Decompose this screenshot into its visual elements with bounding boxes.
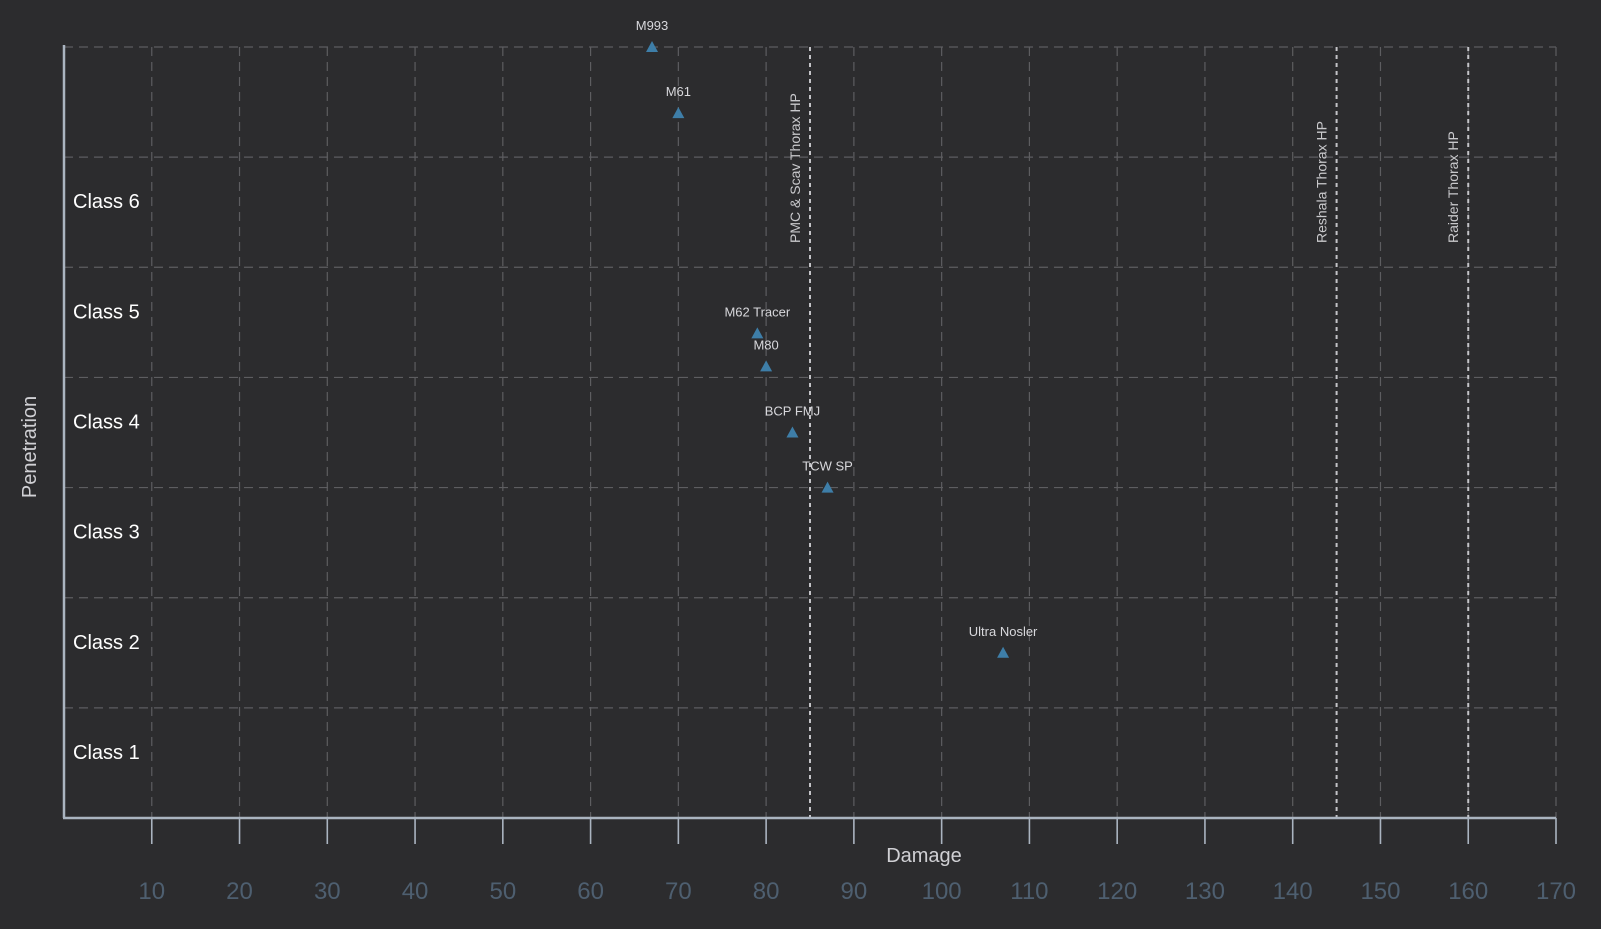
x-tick-label: 10 [138,878,165,905]
x-tick-label: 110 [1010,878,1048,905]
data-point-marker [751,327,764,339]
x-tick-label: 170 [1536,878,1576,905]
x-tick-label: 120 [1097,878,1137,905]
data-point-marker [821,481,834,493]
reference-line-label: PMC & Scav Thorax HP [787,93,803,243]
reference-lines: PMC & Scav Thorax HP Reshala Thorax HP Rai… [787,47,1470,818]
y-class-label: Class 4 [73,411,140,433]
data-point-label: Ultra Nosler [969,624,1038,639]
data-point-label: M993 [636,18,669,33]
axes: 10 20 30 40 50 60 70 80 90 100 110 120 130 140 150 160 1… [62,45,1576,905]
x-tick-label: 160 [1448,878,1488,905]
data-point-label: M62 Tracer [724,304,790,319]
y-class-label: Class 1 [73,742,140,764]
x-axis-title: Damage [886,845,962,867]
x-tick-label: 150 [1360,878,1400,905]
data-point-label: BCP FMJ [765,404,820,419]
data-point-label: M61 [666,84,691,99]
y-class-label: Class 5 [73,301,140,323]
x-tick-label: 30 [314,878,341,905]
y-class-label: Class 3 [73,522,140,544]
y-axis-title: Penetration [19,396,41,498]
x-tick-label: 140 [1273,878,1313,905]
x-tick-label: 60 [577,878,604,905]
x-tick-label: 40 [402,878,429,905]
x-tick-label: 100 [922,878,962,905]
x-tick-label: 90 [841,878,868,905]
x-tick-label: 20 [226,878,253,905]
data-points: M993 M61 M62 Tracer M80 BCP FMJ TCW SP Ultra N… [636,18,1038,658]
data-point-marker [760,360,773,372]
x-tick-label: 70 [665,878,692,905]
data-point-marker [646,41,659,52]
x-tick-label: 50 [489,878,516,905]
y-class-label: Class 6 [73,191,140,213]
data-point-label: TCW SP [802,459,853,474]
data-point-marker [786,426,799,438]
data-point-label: M80 [753,337,778,352]
y-class-label: Class 2 [73,632,140,654]
reference-line-label: Raider Thorax HP [1445,131,1461,243]
reference-line-label: Reshala Thorax HP [1314,121,1330,243]
data-point-marker [997,646,1010,658]
y-class-labels: Class 1 Class 2 Class 3 Class 4 Class 5 Class… [73,191,140,764]
x-tick-label: 80 [753,878,780,905]
data-point-marker [672,107,685,119]
x-tick-label: 130 [1185,878,1225,905]
